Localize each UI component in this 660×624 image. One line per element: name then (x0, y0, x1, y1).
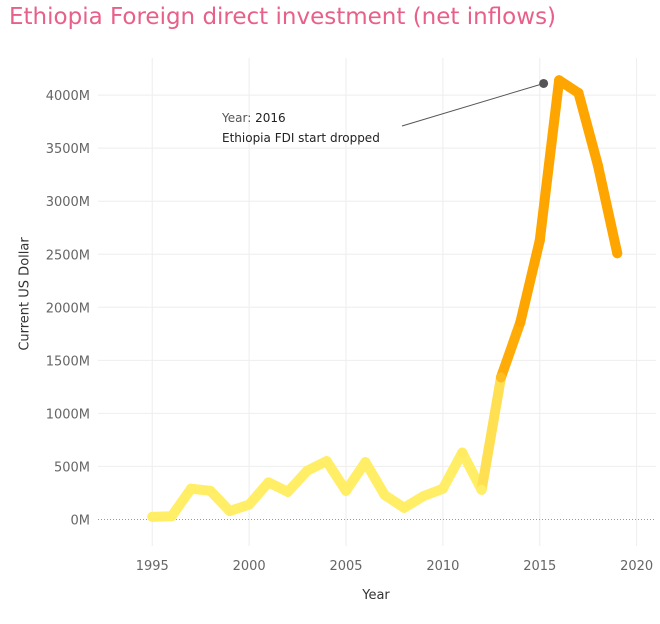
data-point[interactable] (244, 499, 255, 510)
data-point[interactable] (457, 447, 468, 458)
data-point[interactable] (418, 491, 429, 502)
fdi-series[interactable] (147, 75, 623, 522)
x-tick-label: 2015 (523, 559, 556, 574)
y-tick-label: 1000M (46, 407, 90, 422)
data-point[interactable] (224, 505, 235, 516)
data-point[interactable] (282, 486, 293, 497)
data-point[interactable] (515, 317, 526, 328)
grid-lines (98, 58, 656, 546)
y-axis: 0M 500M 1000M 1500M 2000M 2500M 3000M 3500M 4000… (46, 89, 90, 528)
data-point[interactable] (573, 88, 584, 99)
line-segment[interactable] (341, 457, 371, 496)
y-tick-label: 3500M (46, 142, 90, 157)
line-segment[interactable] (360, 457, 390, 501)
data-point[interactable] (476, 484, 487, 495)
annotation-marker (539, 78, 549, 88)
annotation-year: 2016 (255, 111, 286, 125)
line-segment[interactable] (437, 447, 468, 494)
data-point[interactable] (379, 490, 390, 501)
y-tick-label: 0M (71, 513, 91, 528)
y-tick-label: 500M (54, 460, 90, 475)
chart-title: Ethiopia Foreign direct investment (net … (9, 4, 557, 30)
annotation-message: Ethiopia FDI start dropped (222, 131, 380, 145)
data-point[interactable] (612, 248, 623, 259)
y-tick-label: 3000M (46, 195, 90, 210)
line-segment[interactable] (534, 75, 565, 246)
y-tick-label: 1500M (46, 354, 90, 369)
y-tick-label: 2000M (46, 301, 90, 316)
data-point[interactable] (437, 483, 448, 494)
data-point[interactable] (321, 456, 332, 467)
x-axis-label: Year (362, 588, 390, 603)
data-point[interactable] (302, 465, 313, 476)
data-point[interactable] (341, 485, 351, 496)
data-point[interactable] (534, 235, 545, 246)
x-tick-label: 1995 (136, 559, 169, 574)
data-point[interactable] (592, 160, 603, 171)
line-segment[interactable] (321, 456, 351, 496)
data-point[interactable] (263, 477, 274, 488)
data-point[interactable] (147, 511, 158, 522)
data-point[interactable] (205, 485, 216, 496)
data-point[interactable] (399, 502, 410, 513)
data-point[interactable] (496, 372, 506, 383)
line-segment[interactable] (496, 317, 526, 383)
x-tick-label: 2020 (620, 559, 653, 574)
annotation (401, 78, 549, 127)
y-tick-label: 2500M (46, 248, 90, 263)
line-segment[interactable] (573, 88, 603, 171)
line-segment[interactable] (476, 372, 506, 495)
data-point[interactable] (554, 75, 565, 86)
x-tick-label: 2010 (426, 559, 459, 574)
y-axis-label: Current US Dollar (17, 237, 33, 351)
x-tick-label: 2005 (329, 559, 362, 574)
data-point[interactable] (166, 511, 177, 522)
annotation-year-label: Year: (222, 111, 252, 125)
annotation-leader-line (401, 82, 544, 127)
line-segment[interactable] (592, 160, 623, 259)
data-point[interactable] (186, 483, 196, 494)
x-axis: 1995 2000 2005 2010 2015 2020 (136, 559, 653, 574)
line-segment[interactable] (166, 483, 196, 522)
annotation-text: Year: 2016 Ethiopia FDI start dropped (222, 108, 380, 148)
line-segment[interactable] (515, 235, 545, 328)
y-tick-label: 4000M (46, 89, 90, 104)
data-point[interactable] (360, 457, 371, 468)
x-tick-label: 2000 (233, 559, 266, 574)
